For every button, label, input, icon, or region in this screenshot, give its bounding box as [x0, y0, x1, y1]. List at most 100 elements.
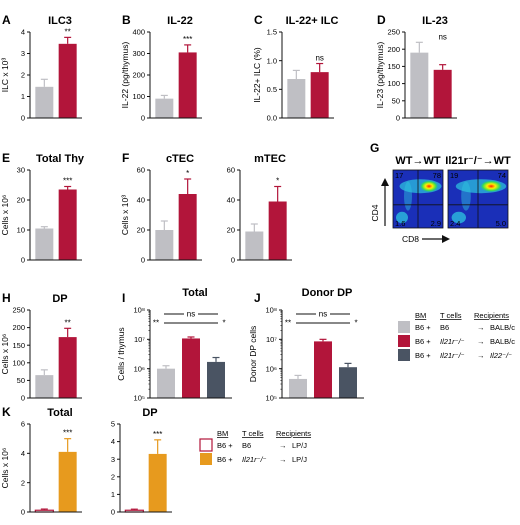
legend-recipient: BALB/c: [490, 337, 515, 346]
flow-plot-2: Il21r⁻/⁻→WT 19 74 2.4 5.0: [445, 155, 511, 229]
y-tick-label: 60: [137, 166, 145, 175]
y-axis-label: IL-22+ ILC (%): [252, 47, 262, 103]
y-axis-label: ILC x 10³: [0, 58, 10, 93]
bar: [289, 378, 307, 398]
bar: [268, 201, 287, 260]
legend-tcells: B6: [242, 441, 251, 450]
flow-plot-title: WT→WT: [395, 155, 440, 167]
quadrant-value: 19: [450, 171, 458, 180]
panel-letter: I: [122, 291, 125, 305]
y-tick-label: 60: [227, 166, 235, 175]
y-tick-label: 0: [231, 256, 235, 265]
chart-H: 0 50 100 150 200 250 Cells x 10⁶ ** DP: [0, 293, 82, 403]
y-tick-label: 4: [111, 437, 115, 446]
y-tick-label: 6: [21, 420, 25, 429]
y-tick-label: 0: [21, 508, 25, 517]
bar: [35, 86, 54, 118]
legend-bm: B6 +: [415, 323, 431, 332]
y-tick-label: 0: [111, 508, 115, 517]
density-stream: [404, 181, 412, 211]
density-hotspot: [419, 179, 439, 193]
y-tick-label: 2: [21, 71, 25, 80]
legend-bm: B6 +: [217, 455, 233, 464]
legend-header: T cells: [242, 429, 264, 438]
y-tick-label: 150: [12, 341, 25, 350]
legend-tcells: Il21r⁻/⁻: [440, 351, 465, 360]
legend-header: BM: [217, 429, 228, 438]
y-tick-label: 10⁶: [134, 364, 145, 373]
y-tick-label: 0: [21, 256, 25, 265]
panel-letter: E: [2, 151, 10, 165]
quadrant-value: 5.0: [496, 219, 506, 228]
y-tick-label: 40: [227, 196, 235, 205]
quadrant-value: 2.4: [450, 219, 460, 228]
y-tick-label: 250: [387, 28, 400, 37]
bar: [287, 79, 306, 118]
y-tick-label: 50: [392, 96, 400, 105]
cd8-axis: CD8: [402, 234, 450, 244]
bar: [178, 194, 197, 260]
legend-swatch: [398, 335, 410, 347]
y-tick-label: 4: [21, 449, 25, 458]
panel-letter: H: [2, 291, 11, 305]
significance-label: **: [285, 319, 291, 328]
legend-tcells: B6: [440, 323, 449, 332]
legend-bm: B6 +: [415, 337, 431, 346]
panel-letter: G: [370, 141, 379, 155]
significance-label: **: [153, 319, 159, 328]
bar: [155, 230, 174, 260]
y-axis-label: Cells / thymus: [116, 327, 126, 380]
significance-label: **: [65, 318, 71, 327]
y-tick-label: 2: [21, 478, 25, 487]
y-tick-label: 100: [387, 79, 400, 88]
y-tick-label: 10⁸: [265, 306, 277, 315]
bar: [433, 69, 452, 118]
density-hotspot: [479, 179, 504, 193]
chart-C: 0.0 0.5 1.0 1.5 IL-22+ ILC (%) ns IL-22+ ILC: [252, 15, 338, 123]
y-tick-label: 0: [396, 114, 400, 123]
bar: [339, 367, 357, 398]
legend-header: Recipients: [474, 311, 509, 320]
significance-label: ns: [438, 32, 446, 41]
legend-bm: B6 +: [415, 351, 431, 360]
bar: [148, 453, 167, 512]
bar: [58, 451, 77, 512]
chart-title: Total Thy: [36, 153, 85, 165]
y-tick-label: 0.5: [267, 85, 277, 94]
y-tick-label: 300: [132, 49, 145, 58]
chart-title: mTEC: [254, 153, 286, 165]
y-axis-label: Cells x 10⁶: [0, 448, 10, 489]
legend-tcells: Il21r⁻/⁻: [440, 337, 465, 346]
y-tick-label: 250: [12, 306, 25, 315]
panel-letter: B: [122, 13, 131, 27]
y-tick-label: 1.5: [267, 28, 277, 37]
significance-label: **: [65, 27, 71, 36]
y-tick-label: 0: [21, 114, 25, 123]
bar: [207, 361, 225, 398]
y-tick-label: 50: [17, 376, 25, 385]
chart-title: cTEC: [166, 153, 194, 165]
legend-swatch: [398, 349, 410, 361]
chart-title: Total: [47, 407, 72, 419]
chart-title: DP: [142, 407, 157, 419]
chart-E: 0 10 20 30 Cells x 10⁶ *** Total Thy: [0, 153, 85, 265]
cd4-axis: CD4: [370, 178, 389, 226]
y-axis-label: IL-23 (pg/thymus): [375, 42, 385, 109]
legend-arrow: →: [279, 455, 287, 464]
bar: [410, 52, 429, 118]
y-axis-label: Cells x 10³: [120, 195, 130, 235]
y-tick-label: 0: [141, 256, 145, 265]
y-tick-label: 10⁸: [133, 306, 145, 315]
y-tick-label: 100: [132, 92, 145, 101]
bar: [314, 341, 332, 398]
significance-label: ***: [63, 429, 72, 438]
legend-header: BM: [415, 311, 426, 320]
y-axis-label: Cells x 10⁶: [0, 334, 10, 375]
quadrant-value: 78: [433, 171, 441, 180]
bar: [178, 52, 197, 118]
chart-F2: 0 20 40 60 * mTEC: [227, 153, 292, 265]
quadrant-value: 2.9: [431, 219, 441, 228]
arrow-head: [442, 235, 450, 243]
y-tick-label: 10⁶: [266, 364, 277, 373]
